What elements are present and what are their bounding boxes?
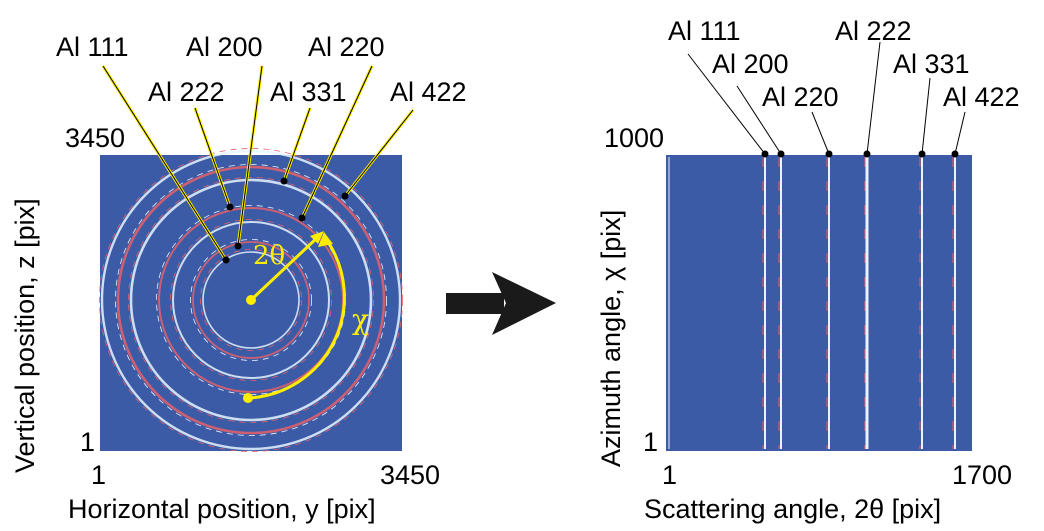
detector-image-panel: 2θ χ Al 111 Al 200 — [10, 32, 467, 524]
right-x-min: 1 — [662, 460, 677, 490]
right-y-max: 1000 — [604, 123, 664, 153]
chi-arc — [247, 238, 346, 400]
right-x-axis-title: Scattering angle, 2θ [pix] — [644, 494, 941, 524]
diffraction-ring-texture — [200, 249, 302, 351]
line-marker-dots — [761, 150, 959, 158]
chi-label: χ — [352, 303, 369, 336]
right-y-min: 1 — [643, 427, 658, 457]
ring-label-al111: Al 111 — [56, 32, 129, 62]
line-label-al200: Al 200 — [712, 49, 789, 79]
diffraction-ring-texture — [115, 164, 387, 436]
line-leader-lines — [687, 41, 966, 155]
two-theta-arrowhead — [310, 231, 324, 244]
ring-label-al220: Al 220 — [308, 32, 385, 62]
left-y-axis-title: Vertical position, z [pix] — [10, 198, 40, 473]
chi-arrowhead — [318, 232, 333, 247]
diffraction-ring — [116, 165, 386, 435]
diffraction-lines — [668, 157, 956, 449]
line-label-al222: Al 222 — [835, 16, 912, 46]
right-y-axis-title: Azimuth angle, χ [pix] — [596, 210, 626, 467]
beam-center-dot — [246, 295, 256, 305]
line-label-al220: Al 220 — [762, 82, 839, 112]
left-y-max: 3450 — [65, 123, 125, 153]
diffraction-ring-texture — [99, 148, 403, 452]
diffraction-ring — [129, 178, 373, 422]
diffraction-ring-texture — [128, 177, 374, 423]
diffraction-ring — [202, 251, 300, 349]
diffraction-ring — [172, 221, 330, 379]
ring-marker-dots — [222, 177, 349, 264]
ring-label-al222: Al 222 — [148, 77, 225, 107]
line-label-al111: Al 111 — [668, 16, 741, 46]
transform-arrow — [446, 272, 556, 335]
two-theta-arrow — [249, 235, 320, 302]
ring-label-al200: Al 200 — [186, 32, 263, 62]
two-theta-label: 2θ — [253, 241, 285, 271]
diffraction-ring-texture — [190, 239, 312, 361]
right-x-max: 1700 — [952, 460, 1012, 490]
left-x-min: 1 — [91, 460, 106, 490]
ring-label-al331: Al 331 — [270, 77, 347, 107]
diffraction-ring — [192, 241, 310, 359]
line-label-al331: Al 331 — [893, 49, 970, 79]
chi-start-dot — [243, 393, 253, 403]
angle-annotation: 2θ χ — [243, 231, 369, 403]
left-x-max: 3450 — [380, 460, 440, 490]
ring-label-al422: Al 422 — [390, 77, 467, 107]
unrolled-image-panel: Al 111 Al 200 Al 220 Al 222 Al 331 Al 42… — [596, 16, 1020, 524]
ring-leader-lines — [101, 65, 415, 261]
left-y-min: 1 — [80, 427, 95, 457]
line-label-al422: Al 422 — [943, 82, 1020, 112]
left-x-axis-title: Horizontal position, y [pix] — [68, 494, 376, 524]
unrolled-image — [666, 155, 972, 451]
diffraction-ring-texture — [170, 219, 332, 381]
